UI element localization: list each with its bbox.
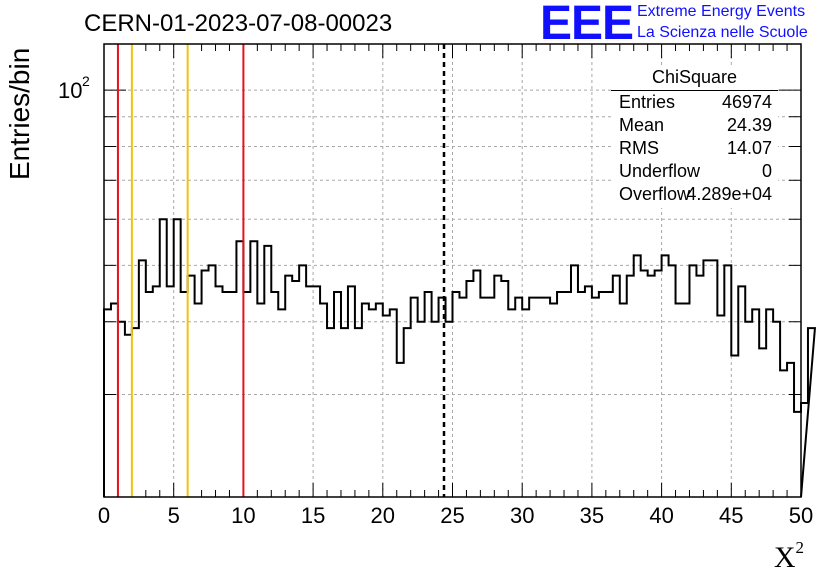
logo-tagline-2: La Scienza nelle Scuole [637,24,808,41]
logo-tagline-1: Extreme Energy Events [637,3,806,20]
x-tick-label: 15 [301,503,325,528]
stats-box: ChiSquare Entries 46974 Mean 24.39 RMS 1… [611,66,778,208]
stats-row-entries: Entries 46974 [619,92,772,114]
stats-key: RMS [619,138,659,158]
x-tick-label: 45 [719,503,743,528]
plot-frame [103,43,802,498]
y-axis-title: Entries/bin [4,47,35,180]
stats-key: Mean [619,115,665,135]
x-tick-label: 35 [580,503,604,528]
x-tick-label: 50 [789,503,813,528]
x-tick-label: 25 [440,503,464,528]
eee-logo: EEE [540,0,634,50]
stats-title-underline [611,90,778,91]
stats-title: ChiSquare [651,67,738,87]
stats-row-overflow: Overflow 4.289e+04 [619,184,772,206]
x-tick-label: 30 [510,503,534,528]
stats-key: Underflow [619,161,701,181]
stats-value: 0 [761,161,772,181]
stats-key: Overflow [619,184,691,204]
run-title: CERN-01-2023-07-08-00023 [84,10,393,37]
stats-value: 14.07 [726,138,772,158]
x-tick-label: 10 [231,503,255,528]
x-axis-title-base: X [773,541,796,574]
x-tick-label: 0 [98,503,110,528]
y-tick-label: 10 [58,78,82,103]
x-axis-title-sup: 2 [795,538,805,557]
x-tick-label: 5 [168,503,180,528]
stats-value: 46974 [721,92,772,112]
x-axis-title: X2 [774,538,804,575]
x-tick-label: 20 [371,503,395,528]
y-tick-label-exponent: 2 [82,73,90,89]
stats-row-mean: Mean 24.39 [619,115,772,137]
stats-value: 24.39 [726,115,772,135]
stats-key: Entries [619,92,676,112]
stats-row-rms: RMS 14.07 [619,138,772,160]
x-tick-label: 40 [649,503,673,528]
stats-row-underflow: Underflow 0 [619,161,772,183]
histogram-series [103,218,817,498]
stats-value: 4.289e+04 [686,184,772,204]
